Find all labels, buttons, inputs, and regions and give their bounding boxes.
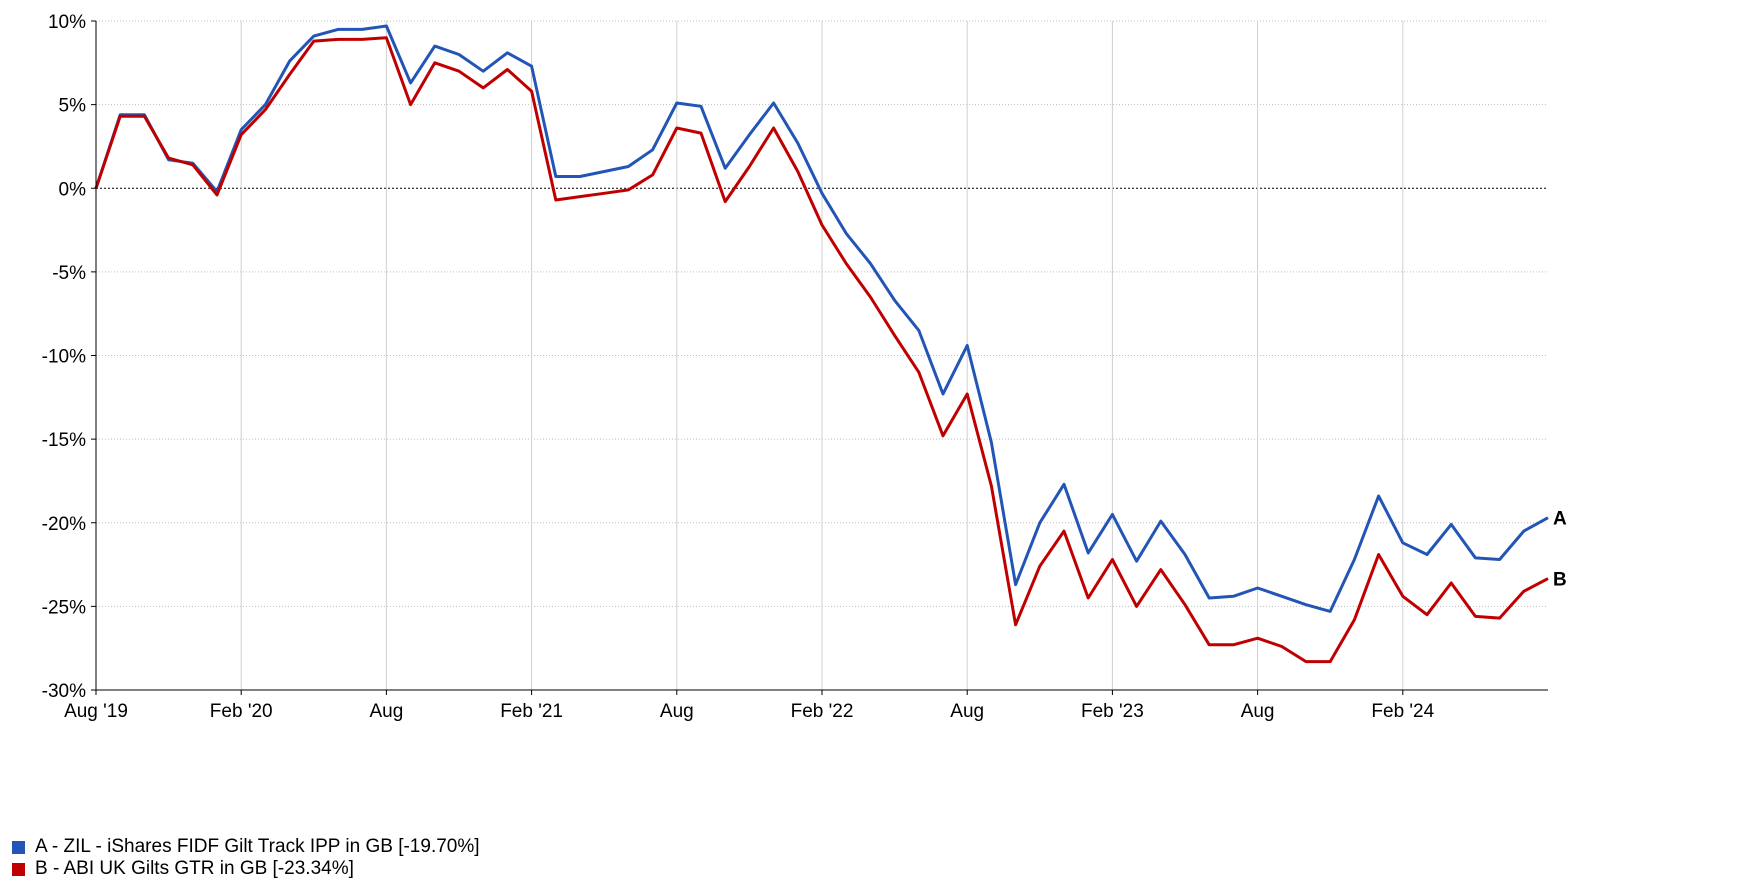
series-end-label-a: A: [1553, 509, 1567, 530]
y-tick-label: -10%: [42, 347, 86, 368]
y-tick-label: -5%: [52, 263, 86, 284]
legend-label-b: B - ABI UK Gilts GTR in GB [-23.34%]: [35, 858, 354, 879]
x-tick-label: Feb '21: [500, 701, 563, 722]
x-tick-label: Aug '19: [64, 701, 128, 722]
x-tick-label: Feb '24: [1371, 701, 1434, 722]
legend-item-a: A - ZIL - iShares FIDF Gilt Track IPP in…: [12, 836, 480, 858]
y-tick-label: 10%: [48, 12, 86, 33]
series-line-a: [94, 24, 1549, 613]
y-tick-label: -15%: [42, 430, 86, 451]
x-tick-label: Aug: [369, 701, 403, 722]
y-tick-label: -30%: [42, 681, 86, 702]
x-tick-label: Aug: [660, 701, 694, 722]
x-tick-label: Aug: [1241, 701, 1275, 722]
x-tick-label: Feb '20: [210, 701, 273, 722]
legend-item-b: B - ABI UK Gilts GTR in GB [-23.34%]: [12, 858, 480, 880]
y-tick-label: 0%: [59, 179, 87, 200]
series-line-b: [94, 36, 1549, 664]
legend: A - ZIL - iShares FIDF Gilt Track IPP in…: [12, 836, 480, 880]
grid-lines: [96, 20, 1548, 690]
y-tick-label: 5%: [59, 96, 87, 117]
axes: [91, 20, 1548, 695]
x-tick-label: Feb '22: [791, 701, 854, 722]
legend-label-a: A - ZIL - iShares FIDF Gilt Track IPP in…: [35, 836, 480, 857]
legend-swatch-b: [12, 862, 25, 876]
y-tick-label: -25%: [42, 597, 86, 618]
series-end-label-b: B: [1553, 570, 1567, 591]
x-tick-label: Feb '23: [1081, 701, 1144, 722]
y-tick-label: -20%: [42, 514, 86, 535]
plot-area: [94, 24, 1549, 664]
x-tick-label: Aug: [950, 701, 984, 722]
tick-labels: 10% 5% 0% -5% -10% -15% -20% -25% -30%Aug '19 Feb…: [42, 12, 1567, 722]
legend-swatch-a: [12, 840, 25, 854]
